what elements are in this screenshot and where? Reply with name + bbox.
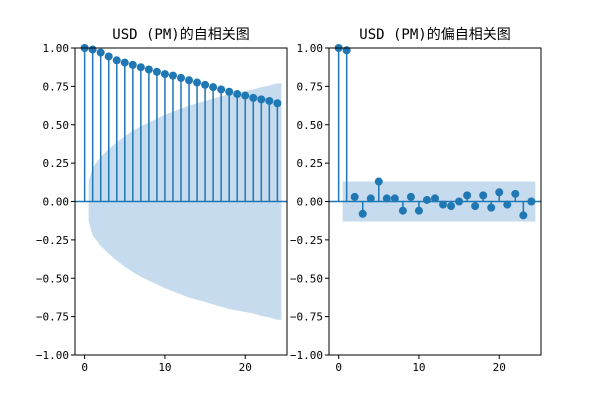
x-tick-label: 0 bbox=[81, 361, 88, 374]
y-tick-label: −0.50 bbox=[36, 272, 69, 285]
x-tick-label: 20 bbox=[239, 361, 252, 374]
x-tick-label: 0 bbox=[335, 361, 342, 374]
stem-marker bbox=[519, 211, 528, 220]
stem-marker bbox=[128, 60, 137, 69]
stem-marker bbox=[88, 45, 97, 54]
y-tick-label: 0.00 bbox=[297, 196, 324, 209]
stem-marker bbox=[358, 209, 367, 218]
y-tick-label: −1.00 bbox=[36, 349, 69, 362]
stem-marker bbox=[398, 206, 407, 215]
y-tick-label: −0.25 bbox=[36, 234, 69, 247]
x-tick-label: 10 bbox=[158, 361, 171, 374]
y-tick-label: 0.00 bbox=[43, 196, 70, 209]
stem-marker bbox=[257, 95, 266, 104]
stem-marker bbox=[422, 195, 431, 204]
y-tick-label: 0.25 bbox=[297, 157, 324, 170]
y-tick-label: −0.50 bbox=[290, 272, 323, 285]
stem-marker bbox=[209, 83, 218, 92]
stem-marker bbox=[120, 58, 129, 67]
stem-marker bbox=[503, 200, 512, 209]
stem-marker bbox=[217, 85, 226, 94]
stem-marker bbox=[193, 78, 202, 87]
stem-marker bbox=[382, 194, 391, 203]
y-tick-label: −1.00 bbox=[290, 349, 323, 362]
subplot-acf: −1.00 −0.75 −0.50 −0.25 0.00 0.25 0.50 0.75 1.00… bbox=[36, 27, 288, 374]
stem-marker bbox=[463, 191, 472, 200]
stem-marker bbox=[366, 194, 375, 203]
stem-marker bbox=[390, 194, 399, 203]
y-tick-label: 0.25 bbox=[43, 157, 70, 170]
stem-marker bbox=[527, 197, 536, 206]
y-tick-label: −0.25 bbox=[290, 234, 323, 247]
stem-marker bbox=[495, 188, 504, 197]
stem-marker bbox=[487, 203, 496, 212]
stem-marker bbox=[201, 80, 210, 89]
stem-marker bbox=[439, 200, 448, 209]
stem-marker bbox=[160, 70, 169, 79]
stem-marker bbox=[152, 67, 161, 76]
stem-marker bbox=[104, 52, 113, 61]
stem-marker bbox=[241, 91, 250, 100]
stem-marker bbox=[225, 87, 234, 96]
stem-marker bbox=[265, 96, 274, 105]
stem-marker bbox=[136, 63, 145, 72]
stem-marker bbox=[374, 177, 383, 186]
stem-marker bbox=[479, 191, 488, 200]
x-tick-label: 20 bbox=[493, 361, 506, 374]
stem-marker bbox=[233, 90, 242, 99]
y-tick-label: 0.50 bbox=[43, 119, 70, 132]
stem-marker bbox=[350, 192, 359, 201]
stem-marker bbox=[144, 65, 153, 74]
y-tick-label: 0.75 bbox=[43, 80, 70, 93]
stem-marker bbox=[511, 189, 520, 198]
stem-marker bbox=[406, 192, 415, 201]
x-tick-label: 10 bbox=[412, 361, 425, 374]
stem-marker bbox=[249, 93, 258, 102]
stem-marker bbox=[96, 48, 105, 57]
stem-marker bbox=[112, 56, 121, 65]
y-tick-label: 1.00 bbox=[297, 42, 324, 55]
y-tick-label: −0.75 bbox=[290, 311, 323, 324]
stem-marker bbox=[471, 202, 480, 211]
y-tick-label: −0.75 bbox=[36, 311, 69, 324]
chart-title: USD (PM)的自相关图 bbox=[112, 27, 249, 43]
stem-marker bbox=[273, 99, 282, 108]
stem-marker bbox=[414, 206, 423, 215]
y-tick-label: 0.50 bbox=[297, 119, 324, 132]
stem-marker bbox=[455, 197, 464, 206]
stem-marker bbox=[431, 194, 439, 203]
y-tick-label: 1.00 bbox=[43, 42, 70, 55]
stem-marker bbox=[185, 76, 194, 85]
chart-title: USD (PM)的偏自相关图 bbox=[359, 27, 510, 43]
subplot-pacf: −1.00 −0.75 −0.50 −0.25 0.00 0.25 0.50 0.75 1.00… bbox=[290, 27, 542, 374]
stem-marker bbox=[177, 73, 185, 82]
y-tick-label: 0.75 bbox=[297, 80, 324, 93]
stem-marker bbox=[168, 71, 177, 80]
stem-marker bbox=[447, 202, 456, 211]
